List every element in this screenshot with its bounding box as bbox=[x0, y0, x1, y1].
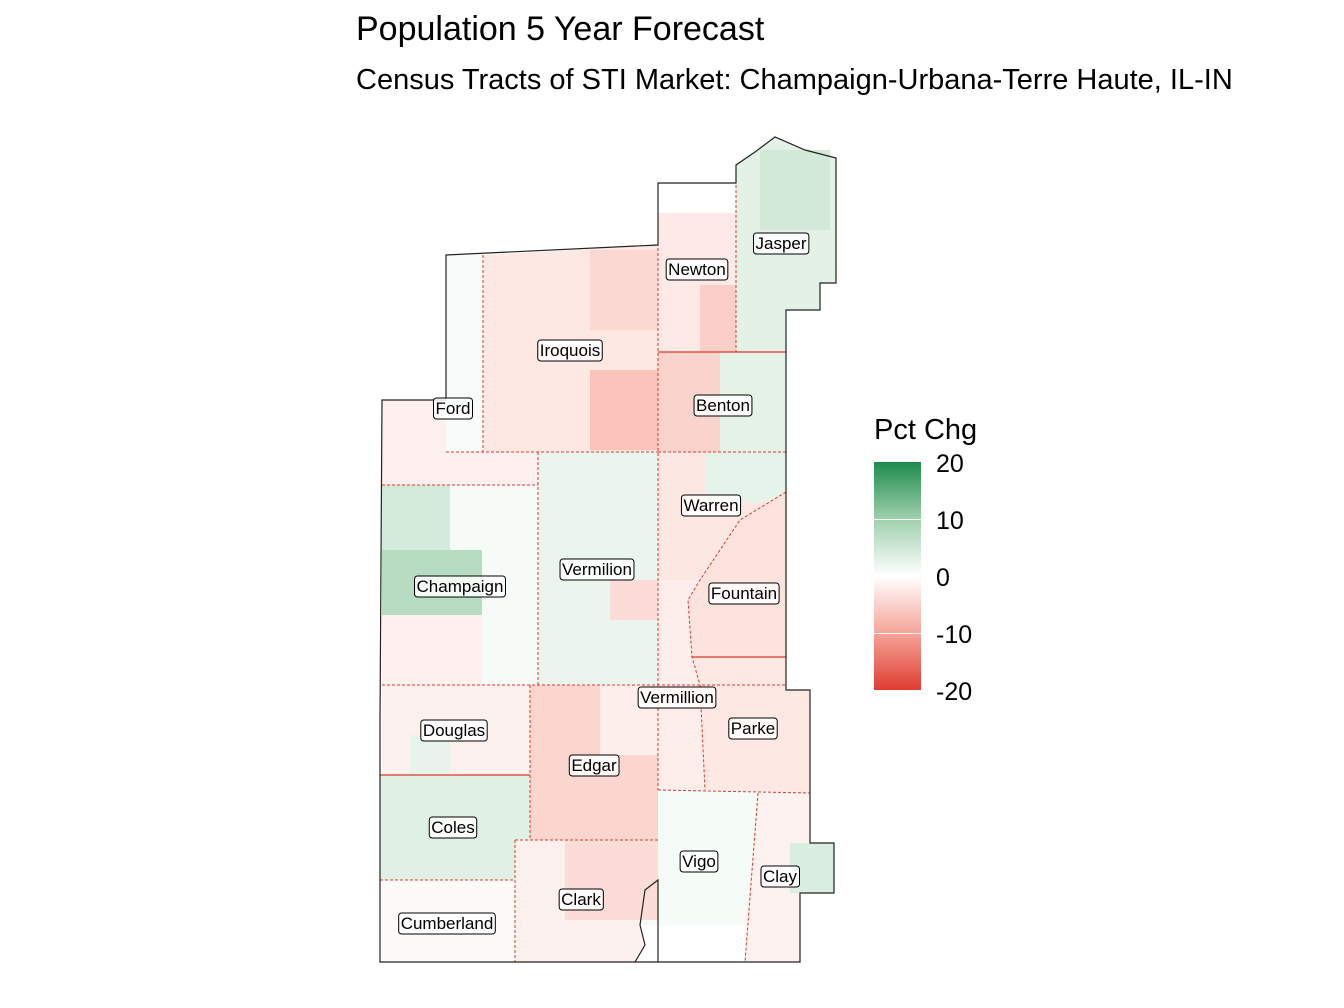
county-label-box bbox=[414, 575, 506, 598]
county-label-text: Vermillion bbox=[640, 688, 714, 707]
county-label-box bbox=[428, 816, 478, 839]
county-label-text: Fountain bbox=[711, 584, 777, 603]
county-label-box bbox=[752, 232, 810, 255]
county-label-newton: Newton bbox=[665, 258, 729, 281]
legend-tick-0: 0 bbox=[936, 564, 950, 592]
legend-tick-10: 10 bbox=[936, 507, 964, 535]
legend-title: Pct Chg bbox=[874, 414, 978, 446]
tract-shade bbox=[382, 485, 450, 550]
map-title: Population 5 Year Forecast bbox=[356, 10, 765, 48]
county-label-box bbox=[693, 394, 753, 417]
legend-tick-20: 20 bbox=[936, 450, 964, 478]
county-shape-fountain bbox=[688, 492, 786, 657]
legend-tick-minus-10: -10 bbox=[936, 621, 973, 649]
county-label-text: Cumberland bbox=[401, 914, 494, 933]
county-label-box bbox=[537, 339, 603, 362]
county-label-text: Jasper bbox=[755, 234, 806, 253]
county-label-text: Parke bbox=[731, 719, 775, 738]
legend-tick-minus-20: -20 bbox=[936, 678, 973, 706]
county-label-text: Benton bbox=[696, 396, 750, 415]
county-label-box bbox=[760, 865, 801, 888]
county-label-parke: Parke bbox=[728, 717, 778, 740]
county-label-box bbox=[558, 888, 604, 911]
legend-tick-mark bbox=[874, 633, 921, 634]
legend-tick-mark bbox=[874, 519, 921, 520]
county-label-box bbox=[559, 558, 635, 581]
county-label-box bbox=[433, 397, 473, 420]
state-border bbox=[380, 351, 786, 776]
county-label-edgar: Edgar bbox=[568, 754, 620, 777]
county-label-box bbox=[637, 686, 717, 709]
county-label-text: Douglas bbox=[423, 721, 485, 740]
tract-shade bbox=[590, 370, 658, 450]
tract-shade bbox=[658, 183, 736, 213]
tract-shade bbox=[700, 285, 736, 352]
county-label-text: Vermilion bbox=[562, 560, 632, 579]
county-label-box bbox=[679, 850, 719, 873]
county-label-text: Vigo bbox=[682, 852, 716, 871]
county-label-text: Coles bbox=[431, 818, 474, 837]
county-label-fountain: Fountain bbox=[708, 582, 780, 605]
county-label-box bbox=[680, 494, 742, 517]
county-label-clay: Clay bbox=[760, 865, 801, 888]
county-label-cumberland: Cumberland bbox=[398, 912, 496, 935]
county-label-box bbox=[398, 912, 496, 935]
county-label-vigo: Vigo bbox=[679, 850, 719, 873]
county-label-box bbox=[708, 582, 780, 605]
county-label-vermilion: Vermilion bbox=[559, 558, 635, 581]
tract-shade bbox=[705, 452, 786, 502]
county-label-text: Iroquois bbox=[540, 341, 600, 360]
county-label-text: Clark bbox=[561, 890, 601, 909]
tract-shade bbox=[590, 250, 658, 330]
legend-tick-mark bbox=[874, 576, 921, 577]
county-label-box bbox=[568, 754, 620, 777]
county-label-benton: Benton bbox=[693, 394, 753, 417]
county-label-vermillion: Vermillion bbox=[637, 686, 717, 709]
county-shape-ford-north bbox=[446, 255, 483, 452]
county-shape-ford bbox=[382, 400, 538, 485]
map-subtitle: Census Tracts of STI Market: Champaign-U… bbox=[356, 64, 1233, 96]
county-label-text: Champaign bbox=[417, 577, 504, 596]
tract-shade bbox=[382, 615, 482, 685]
tract-shade bbox=[760, 150, 830, 230]
county-label-iroquois: Iroquois bbox=[537, 339, 603, 362]
county-label-text: Clay bbox=[763, 867, 798, 886]
county-label-jasper: Jasper bbox=[752, 232, 810, 255]
county-label-ford: Ford bbox=[433, 397, 473, 420]
county-label-coles: Coles bbox=[428, 816, 478, 839]
tract-shade bbox=[410, 735, 450, 775]
tract-shade bbox=[610, 580, 658, 620]
county-label-douglas: Douglas bbox=[420, 719, 488, 742]
county-label-box bbox=[665, 258, 729, 281]
county-shape-vermillion bbox=[658, 580, 705, 790]
county-label-clark: Clark bbox=[558, 888, 604, 911]
county-label-text: Newton bbox=[668, 260, 726, 279]
county-label-text: Ford bbox=[436, 399, 471, 418]
county-label-text: Warren bbox=[683, 496, 738, 515]
county-label-box bbox=[420, 719, 488, 742]
county-label-text: Edgar bbox=[571, 756, 617, 775]
market-outline bbox=[379, 136, 837, 963]
county-label-warren: Warren bbox=[680, 494, 742, 517]
county-label-box bbox=[728, 717, 778, 740]
county-label-champaign: Champaign bbox=[414, 575, 506, 598]
